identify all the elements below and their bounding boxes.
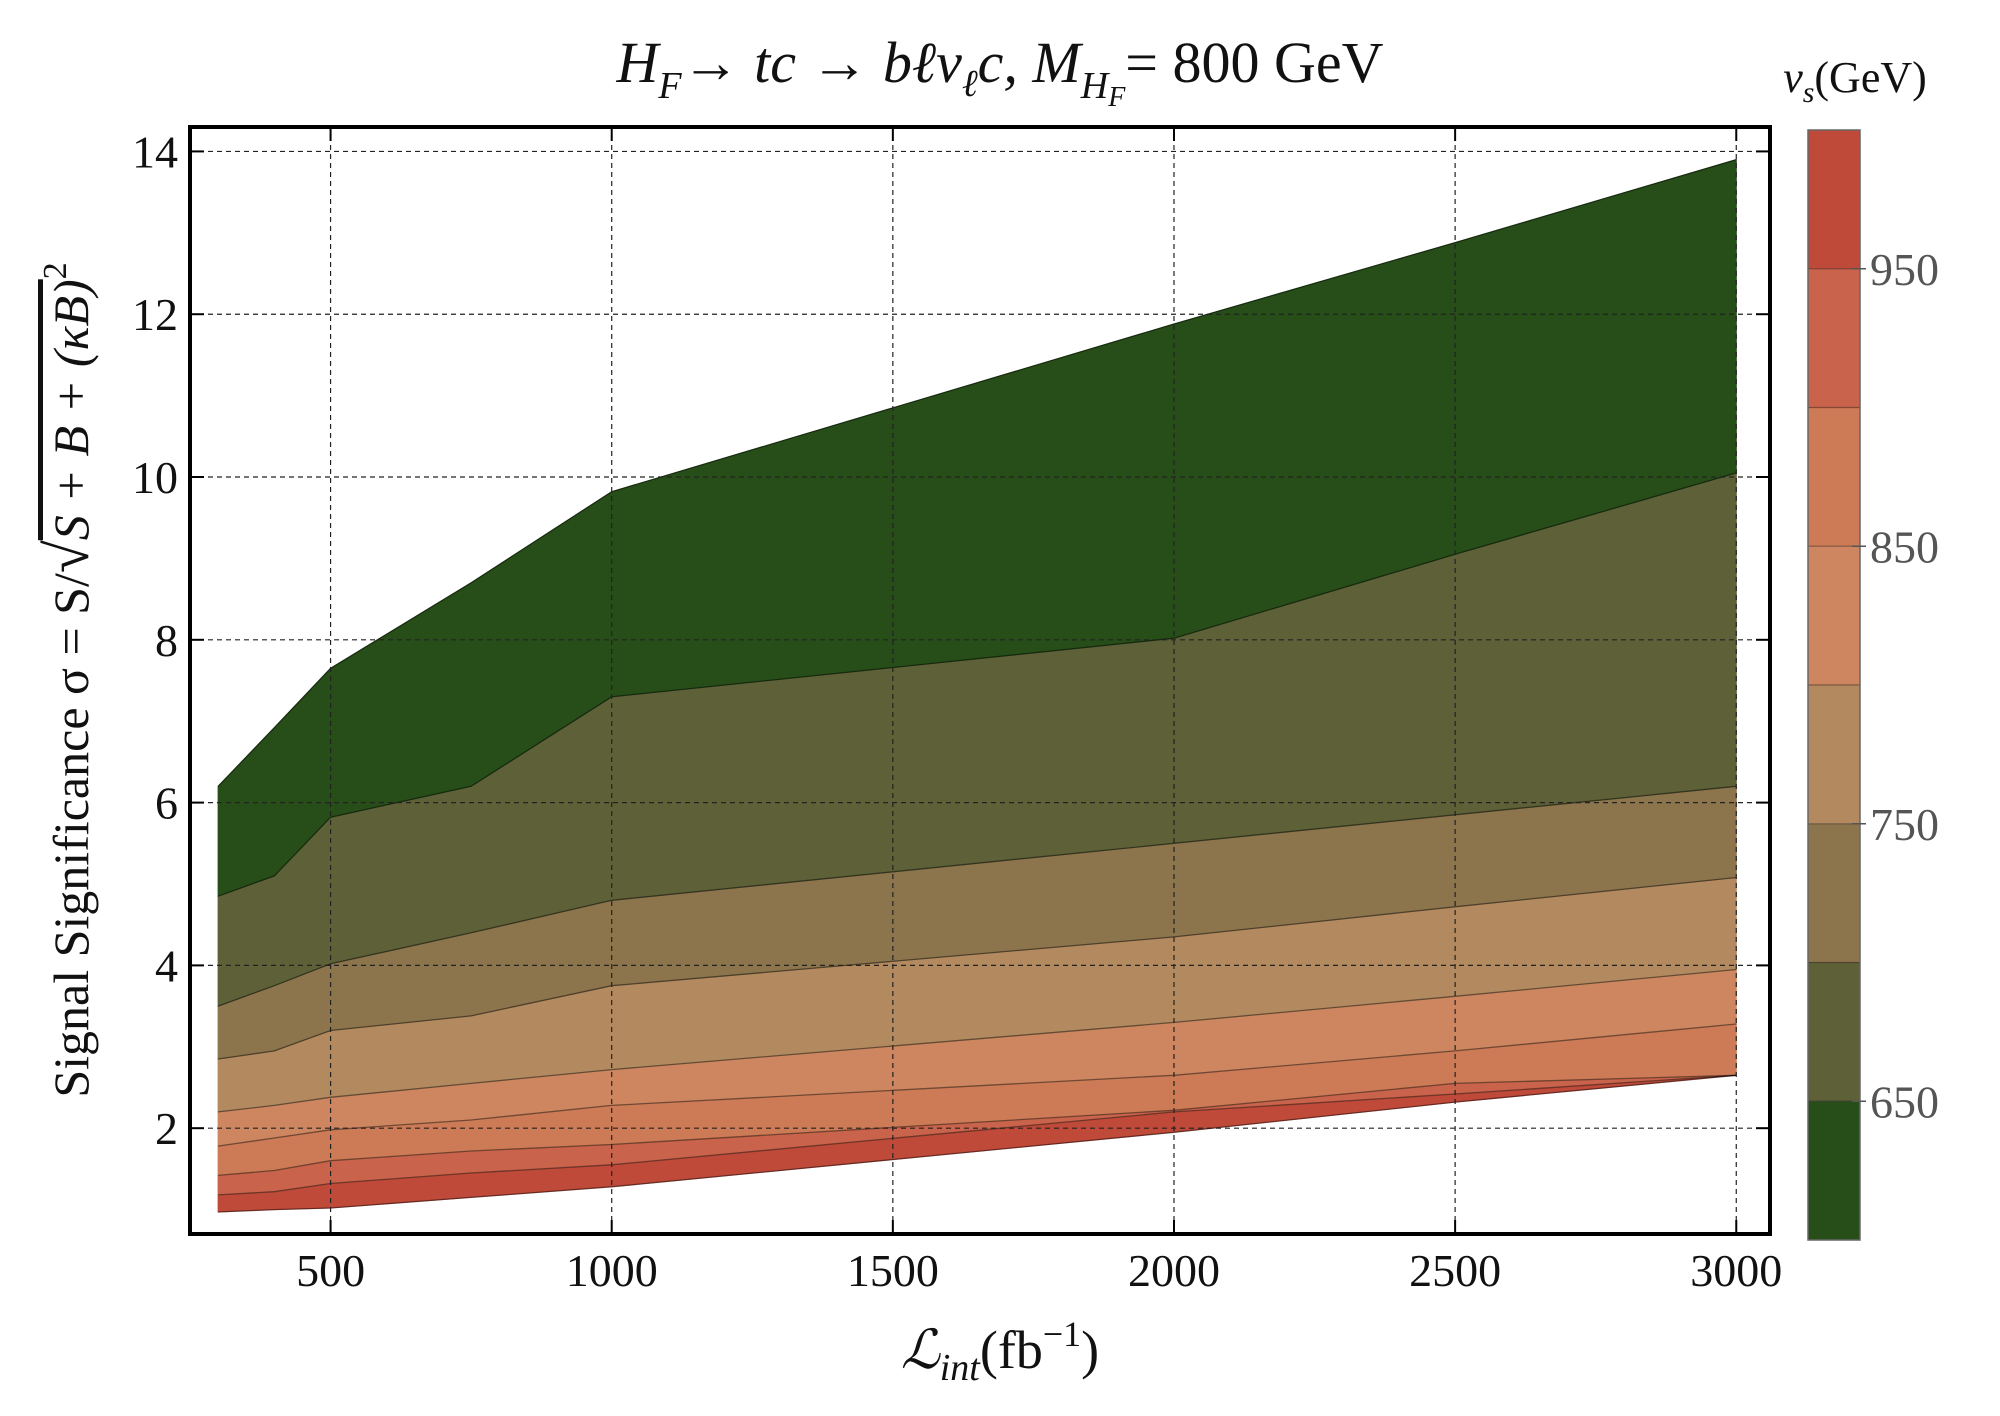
colorbar-band-800	[1808, 546, 1860, 685]
colorbar-band-650	[1808, 962, 1860, 1102]
y-tick-label-8: 8	[155, 615, 178, 666]
colorbar-tick-label-850: 850	[1870, 521, 1939, 572]
x-axis-label: ℒint(fb−1)	[901, 1314, 1099, 1389]
x-tick-label-500: 500	[296, 1245, 365, 1296]
contour-line-7	[217, 785, 1737, 1007]
x-axis-ticks: 500 1000 1500 2000 2500 3000	[296, 127, 1782, 1296]
contour-line-3	[218, 1074, 1737, 1177]
contour-line-9	[217, 158, 1737, 787]
colorbar-title: vs(GeV)	[1783, 53, 1927, 109]
colorbar-tick-label-650: 650	[1870, 1076, 1939, 1127]
colorbar-band-600	[1808, 1101, 1860, 1240]
x-tick-label-2000: 2000	[1128, 1245, 1220, 1296]
contour-bands	[217, 158, 1737, 1213]
colorbar: 650 750 850 950	[1807, 129, 1939, 1241]
colorbar-band-850	[1808, 407, 1860, 547]
y-tick-label-4: 4	[155, 940, 178, 991]
y-axis-ticks: 2 4 6 8 10 12 14	[132, 126, 1770, 1154]
contour-line-4	[218, 1023, 1737, 1147]
contour-band-8	[217, 158, 1737, 897]
colorbar-band-900	[1808, 268, 1860, 408]
y-tick-label-2: 2	[155, 1103, 178, 1154]
y-axis-label: Signal Significance σ = S/√S + B + (κB)2	[35, 262, 101, 1097]
colorbar-band-700	[1808, 823, 1860, 963]
plot-frame	[188, 125, 1772, 1236]
colorbar-band-950	[1808, 130, 1860, 269]
colorbar-band-750	[1808, 685, 1860, 824]
x-tick-label-1000: 1000	[566, 1245, 658, 1296]
grid-lines	[190, 127, 1770, 1234]
y-tick-label-12: 12	[132, 289, 178, 340]
x-tick-label-1500: 1500	[847, 1245, 939, 1296]
chart-title: HF→ tc → bℓνℓc, MHF= 800 GeV	[615, 30, 1383, 113]
contour-line-6	[218, 876, 1737, 1060]
contour-line-8	[217, 472, 1737, 897]
y-tick-label-6: 6	[155, 778, 178, 829]
y-tick-label-14: 14	[132, 126, 178, 177]
colorbar-tick-label-950: 950	[1870, 244, 1939, 295]
y-tick-label-10: 10	[132, 452, 178, 503]
contour-line-1	[218, 1074, 1737, 1213]
contour-line-2	[218, 1074, 1737, 1196]
x-tick-label-2500: 2500	[1409, 1245, 1501, 1296]
x-tick-label-3000: 3000	[1690, 1245, 1782, 1296]
contour-line-5	[218, 968, 1737, 1113]
colorbar-tick-label-750: 750	[1870, 799, 1939, 850]
colorbar-frame	[1807, 129, 1861, 1241]
